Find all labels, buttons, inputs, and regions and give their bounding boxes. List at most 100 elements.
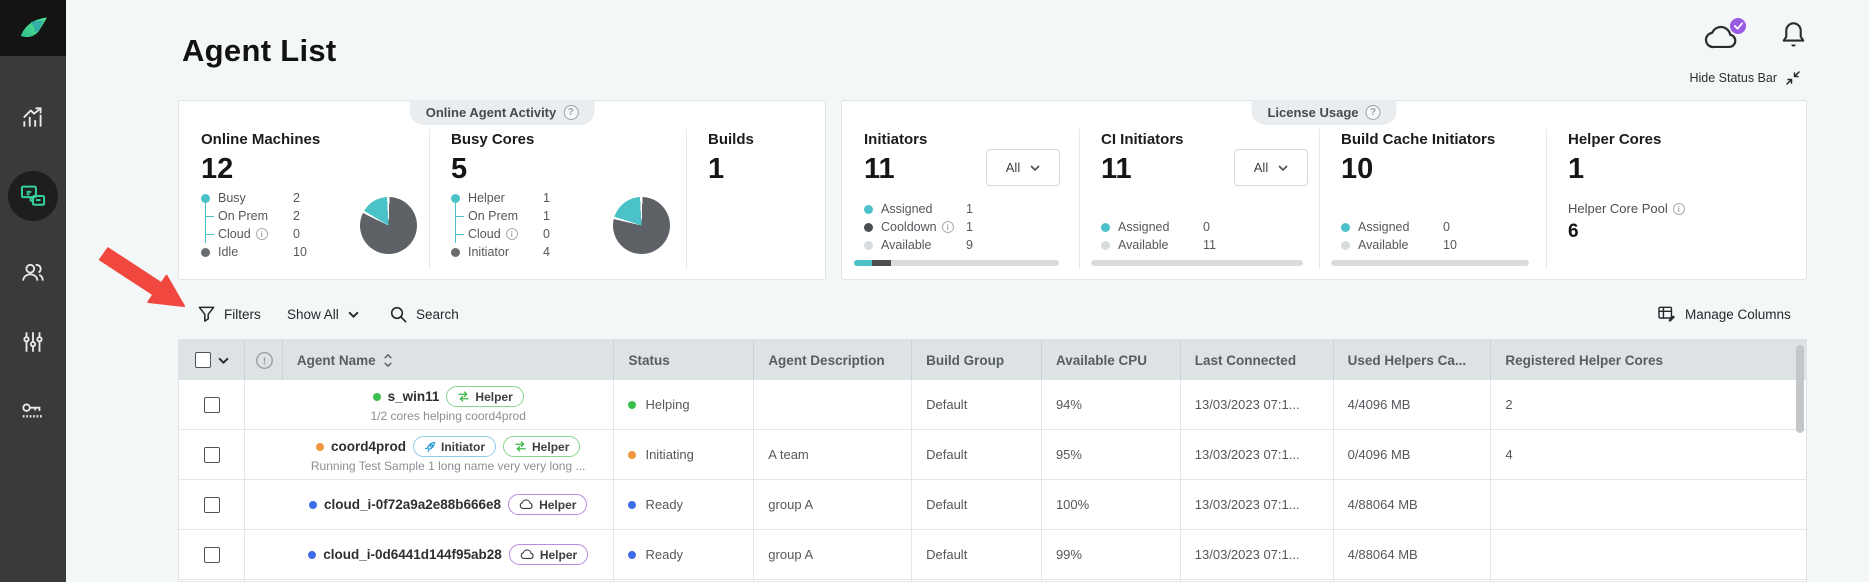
legend-row: On Prem 1 (451, 207, 611, 225)
sidebar-item-settings[interactable] (0, 322, 66, 362)
legend-row: Initiator 4 (451, 243, 611, 261)
legend-row: Cooldown i 1 (864, 218, 1049, 236)
agent-name-column-header[interactable]: Agent Name (283, 340, 615, 380)
row-checkbox[interactable] (204, 446, 220, 463)
agent-name-cell: s_win11 Helper 1/2 cores helping coord4p… (283, 380, 615, 429)
alerts-column-header: ! (245, 340, 283, 380)
helper-core-pool-value: 6 (1568, 221, 1579, 242)
info-icon[interactable]: i (1672, 202, 1685, 215)
helper-cores-title: Helper Cores (1568, 131, 1662, 148)
used-helpers-cell: 4/88064 MB (1334, 530, 1492, 579)
ci-initiators-usage-bar (1091, 260, 1303, 266)
sidebar-item-users[interactable] (0, 252, 66, 292)
sidebar-item-license[interactable] (0, 392, 66, 432)
ci-initiators-filter-select[interactable]: All (1234, 149, 1308, 186)
app-logo[interactable] (0, 0, 66, 56)
panel-divider (1079, 129, 1080, 269)
available-cpu-cell: 99% (1042, 530, 1181, 579)
search-button[interactable]: Search (390, 297, 459, 331)
table-row[interactable]: s_win11 Helper 1/2 cores helping coord4p… (179, 380, 1806, 430)
cloud-icon (520, 549, 534, 560)
chart-icon (23, 107, 42, 127)
row-checkbox[interactable] (204, 396, 220, 413)
last-connected-column-header[interactable]: Last Connected (1181, 340, 1334, 380)
filters-button[interactable]: Filters (198, 297, 261, 331)
cloud-status-badge (1730, 17, 1746, 34)
legend-row: On Prem 2 (201, 207, 361, 225)
panel-divider (1319, 129, 1320, 269)
last-connected-cell: 13/03/2023 07:1... (1181, 530, 1334, 579)
agent-description-column-header[interactable]: Agent Description (754, 340, 913, 380)
used-helpers-cell: 0/4096 MB (1334, 430, 1492, 479)
row-select-cell (179, 380, 245, 429)
row-alert-cell (245, 530, 283, 579)
table-header-row: ! Agent Name Status Agent Description Bu… (179, 340, 1806, 380)
available-cpu-column-header[interactable]: Available CPU (1042, 340, 1181, 380)
select-all-checkbox[interactable] (195, 352, 211, 368)
manage-columns-button[interactable]: Manage Columns (1658, 297, 1791, 331)
busy-cores-value: 5 (451, 153, 468, 185)
online-machines-title: Online Machines (201, 131, 321, 148)
agent-status-dot (316, 442, 324, 451)
used-helpers-column-header[interactable]: Used Helpers Ca... (1334, 340, 1492, 380)
build-group-column-header[interactable]: Build Group (912, 340, 1042, 380)
available-cpu-cell: 100% (1042, 480, 1181, 529)
sidebar-item-dashboard[interactable] (0, 98, 66, 138)
header-actions (1704, 17, 1807, 55)
helper-core-pool-label: Helper Core Pool i (1568, 201, 1685, 216)
tree-connector (205, 202, 206, 243)
online-machines-legend: Busy 2 On Prem 2 Cloud i 0 Idle 10 (201, 189, 361, 261)
info-icon[interactable]: i (505, 228, 518, 240)
builds-title: Builds (708, 131, 754, 148)
notifications-button[interactable] (1780, 20, 1807, 55)
svg-text:!: ! (263, 356, 266, 367)
row-checkbox[interactable] (204, 546, 220, 563)
status-column-header[interactable]: Status (614, 340, 755, 380)
initiators-legend: Assigned 1 Cooldown i 1 Available 9 (864, 200, 1049, 254)
build-cache-initiators-value: 10 (1341, 153, 1374, 185)
available-cpu-cell: 95% (1042, 430, 1181, 479)
hide-status-bar-button[interactable]: Hide Status Bar (1689, 70, 1801, 86)
assigned-dot (1341, 222, 1350, 232)
help-icon[interactable]: ? (1365, 105, 1381, 120)
registered-helper-cores-column-header[interactable]: Registered Helper Cores (1505, 352, 1663, 368)
row-checkbox[interactable] (204, 496, 220, 513)
builds-value: 1 (708, 153, 725, 185)
chevron-down-icon[interactable] (218, 357, 229, 364)
table-vertical-scrollbar[interactable] (1796, 345, 1804, 433)
status-dot (628, 550, 637, 559)
sidebar-item-agents[interactable] (0, 170, 66, 222)
chevron-down-icon (1030, 164, 1040, 171)
tree-connector (455, 202, 456, 243)
idle-dot (201, 247, 210, 257)
agent-name-cell: cloud_i-0f72a9a2e88b666e8 Helper (283, 480, 615, 529)
show-all-dropdown[interactable]: Show All (287, 297, 359, 331)
agents-icon (20, 185, 46, 206)
build-cache-usage-bar (1331, 260, 1529, 266)
table-row[interactable]: cloud_i-0f72a9a2e88b666e8 Helper Ready g… (179, 480, 1806, 530)
help-icon[interactable]: ? (563, 105, 579, 120)
table-toolbar: Filters Show All Search Manage Columns (178, 297, 1807, 331)
initiators-filter-select[interactable]: All (986, 149, 1060, 186)
panel-divider (429, 129, 430, 269)
build-group-cell: Default (912, 480, 1042, 529)
helper-badge: Helper (446, 386, 524, 407)
table-row[interactable]: cloud_i-0d6441d144f95ab28 Helper Ready g… (179, 530, 1806, 580)
annotation-arrow (99, 247, 185, 307)
chevron-down-icon (348, 311, 359, 318)
info-icon[interactable]: i (941, 221, 954, 233)
cloud-status-button[interactable] (1704, 17, 1746, 53)
legend-row: Assigned 0 (1101, 218, 1286, 236)
used-helpers-cell: 4/88064 MB (1334, 480, 1492, 529)
legend-row: Assigned 1 (864, 200, 1049, 218)
sliders-icon (23, 332, 43, 352)
table-row[interactable]: coord4prod Initiator Helper Run (179, 430, 1806, 480)
row-alert-cell (245, 480, 283, 529)
registered-cores-cell (1491, 530, 1806, 579)
check-icon (1733, 21, 1743, 30)
bell-icon (1782, 22, 1805, 47)
panel-divider (686, 129, 687, 269)
info-icon[interactable]: i (255, 228, 268, 240)
sort-icon[interactable] (383, 353, 393, 368)
